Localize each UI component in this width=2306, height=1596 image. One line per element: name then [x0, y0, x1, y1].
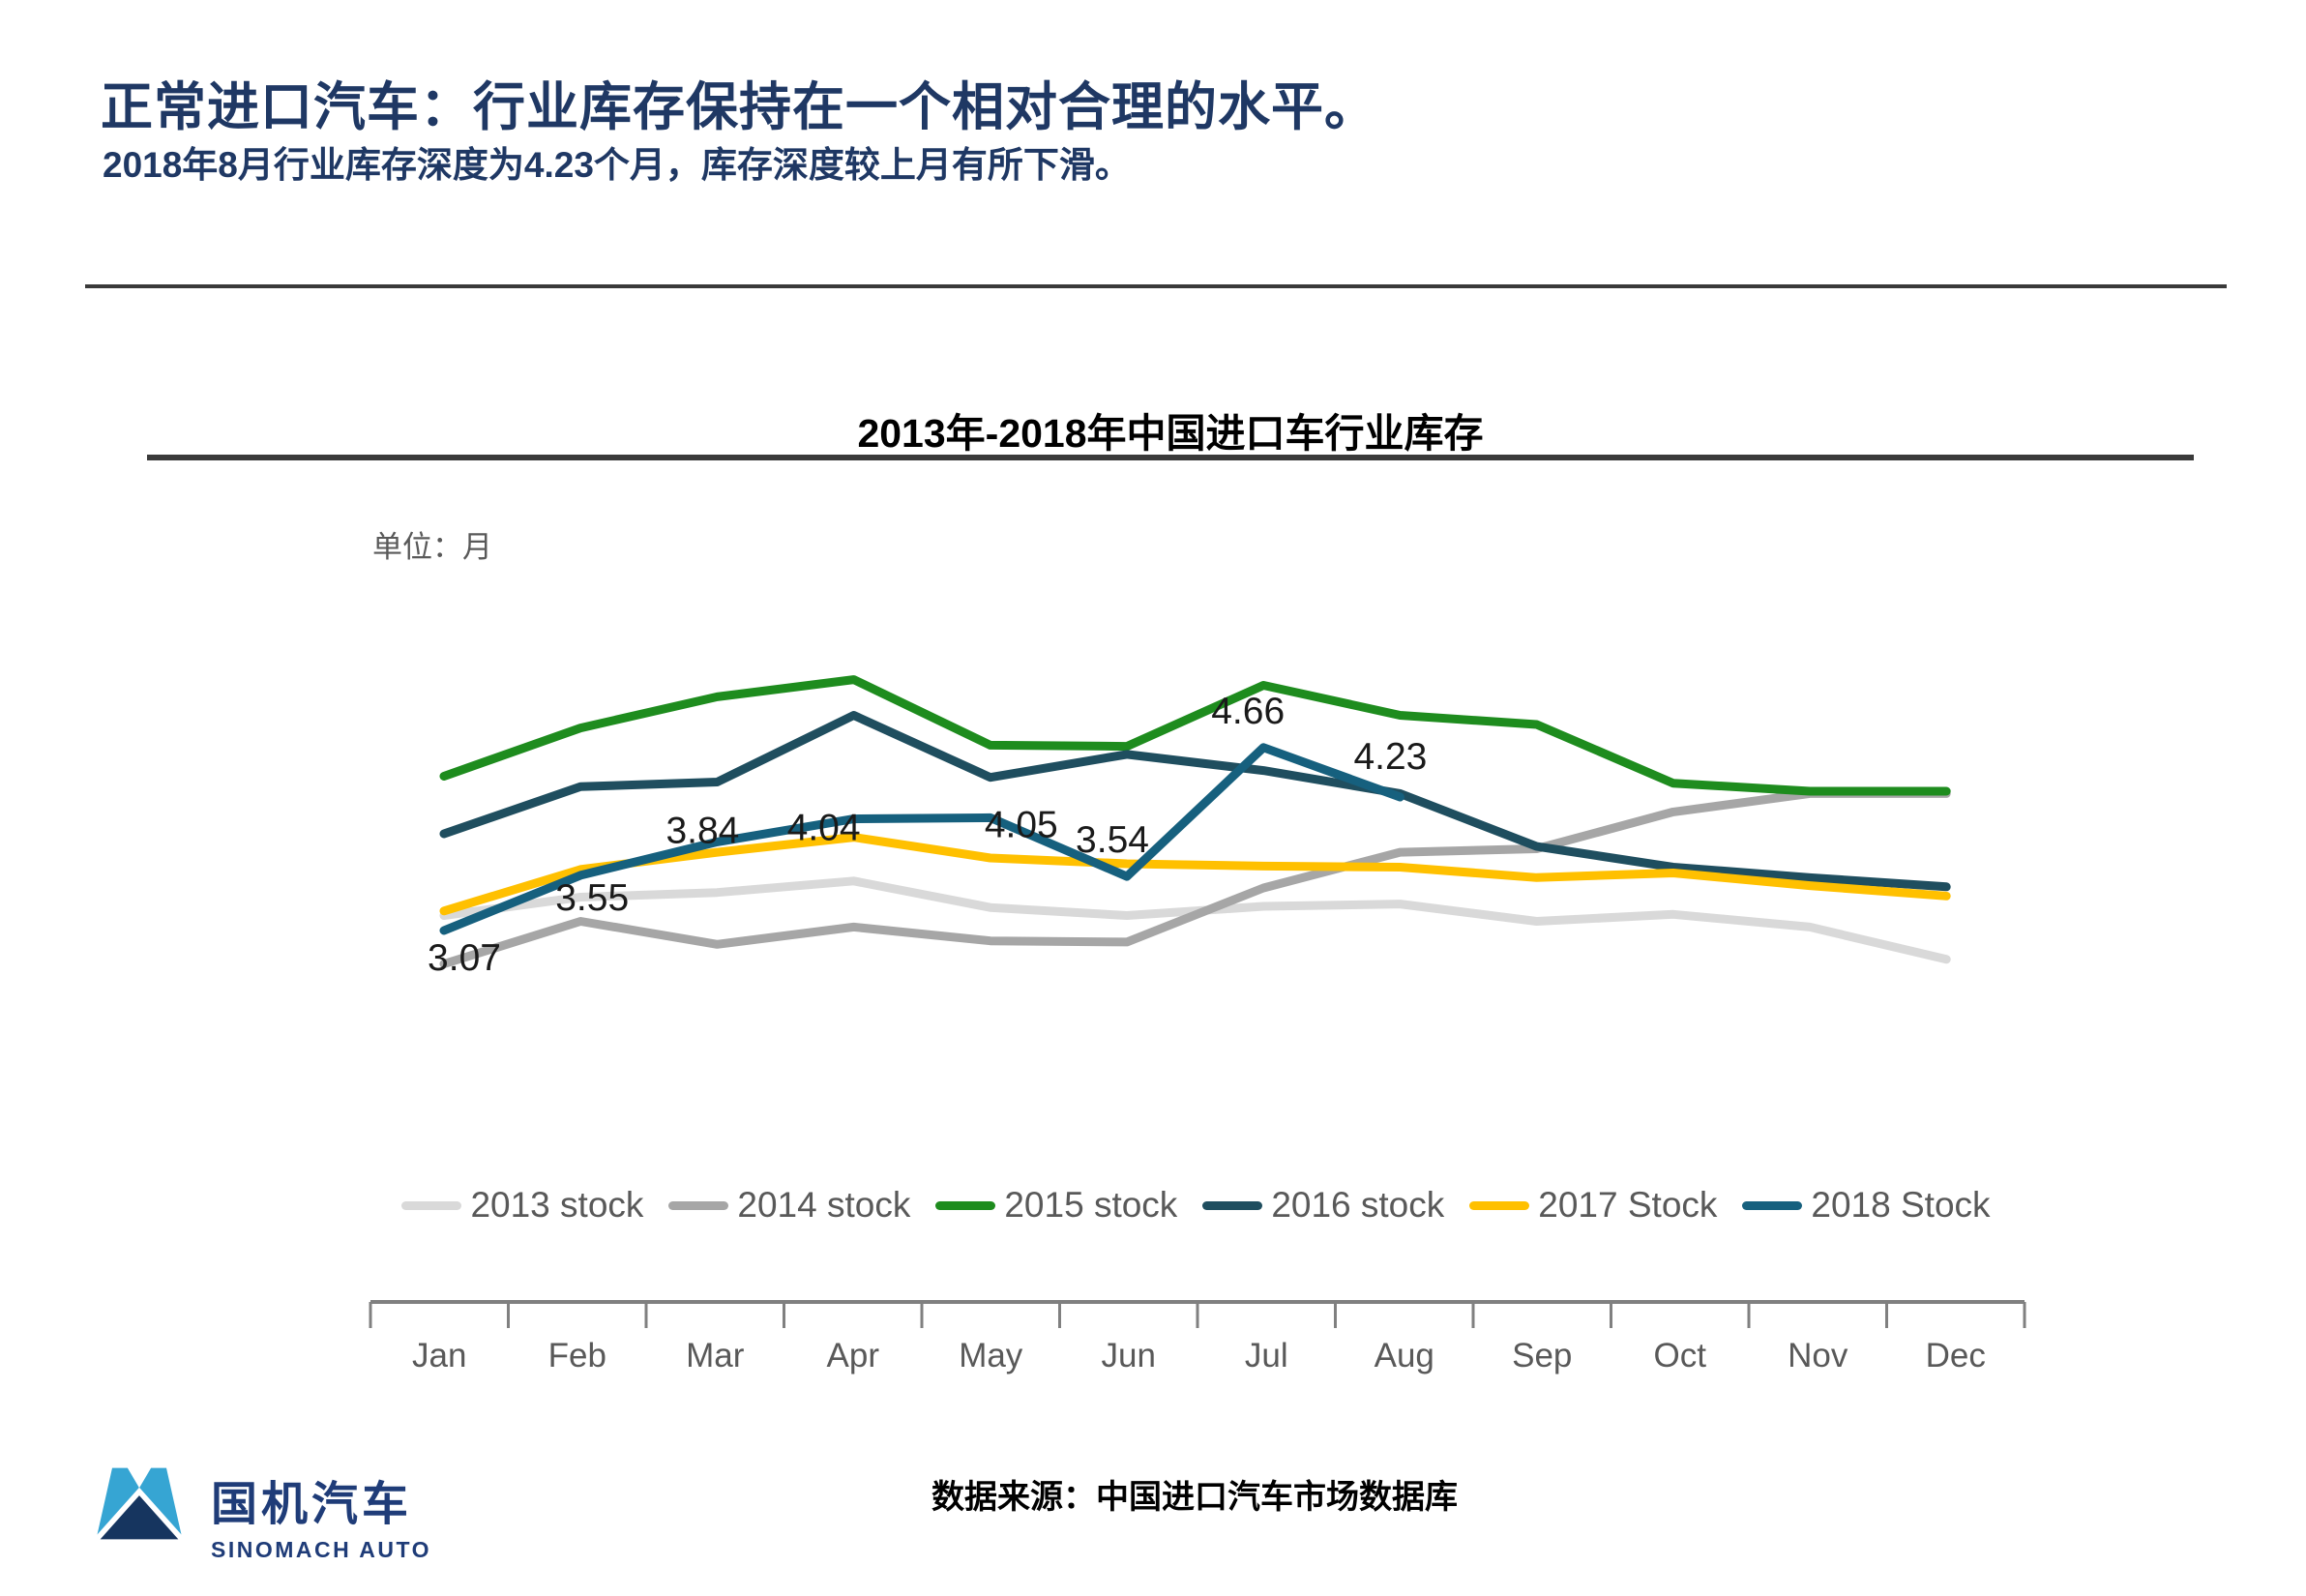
x-axis-label-jan: Jan [412, 1337, 467, 1374]
x-axis-label-mar: Mar [686, 1337, 745, 1374]
legend-label: 2018 Stock [1811, 1185, 1991, 1225]
x-axis-label-apr: Apr [826, 1337, 879, 1374]
x-axis-label-jul: Jul [1244, 1337, 1288, 1374]
unit-label: 单位：月 [372, 530, 492, 564]
x-axis-label-dec: Dec [1925, 1337, 1986, 1374]
x-axis-label-oct: Oct [1653, 1337, 1706, 1374]
x-axis-label-aug: Aug [1374, 1337, 1434, 1374]
legend-item-2013-stock: 2013 stock [401, 1185, 643, 1226]
chart-legend: 2013 stock 2014 stock 2015 stock 2016 stock… [368, 1180, 2025, 1230]
sinomach-logo-icon [88, 1467, 191, 1545]
legend-label: 2013 stock [470, 1185, 644, 1225]
chart-title: 2013年-2018年中国进口车行业库存 [857, 411, 1484, 456]
legend-label: 2014 stock [737, 1185, 911, 1225]
series-line-2015-stock [439, 675, 1951, 796]
data-label: 3.84 [665, 810, 739, 851]
page-title: 正常进口汽车：行业库存保持在一个相对合理的水平。 [101, 78, 1377, 136]
legend-item-2017-stock: 2017 Stock [1469, 1185, 1717, 1226]
series-line-2016-stock [439, 711, 1951, 892]
x-axis-label-feb: Feb [547, 1337, 606, 1374]
legend-item-2015-stock: 2015 stock [935, 1185, 1177, 1226]
data-label: 4.04 [787, 808, 861, 849]
header-divider [85, 284, 2227, 288]
legend-label: 2015 stock [1004, 1185, 1178, 1225]
logo-mountain-front [88, 1487, 191, 1545]
legend-label: 2017 Stock [1538, 1185, 1718, 1225]
x-axis-labels: Jan Feb Mar Apr May Jun Jul Aug Sep Oct Nov Dec [370, 1337, 2025, 1383]
data-label: 4.66 [1211, 691, 1285, 732]
legend-swatch [1469, 1200, 1530, 1210]
legend-label: 2016 stock [1271, 1185, 1445, 1225]
data-label: 3.55 [555, 877, 629, 919]
series-line-2018-stock [439, 743, 1404, 935]
company-logo: 国机汽车 SINOMACH AUTO [85, 1456, 569, 1572]
data-label: 3.54 [1076, 819, 1149, 861]
series-line-2014-stock [439, 788, 1951, 968]
legend-swatch [935, 1200, 996, 1210]
series-line-2017-stock [439, 833, 1951, 916]
chart-title-divider [147, 455, 2194, 460]
x-axis-label-may: May [959, 1337, 1023, 1374]
legend-swatch [1742, 1200, 1803, 1210]
x-axis-label-sep: Sep [1512, 1337, 1573, 1374]
legend-swatch [668, 1200, 729, 1210]
logo-text-en: SINOMACH AUTO [211, 1537, 431, 1562]
legend-item-2016-stock: 2016 stock [1202, 1185, 1444, 1226]
x-axis-label-jun: Jun [1101, 1337, 1156, 1374]
logo-text-cn: 国机汽车 [211, 1479, 413, 1530]
legend-swatch [1202, 1200, 1263, 1210]
page-subtitle: 2018年8月行业库存深度为4.23个月，库存深度较上月有所下滑。 [103, 145, 1131, 185]
legend-item-2018-stock: 2018 Stock [1742, 1185, 1991, 1226]
x-axis-label-nov: Nov [1788, 1337, 1848, 1374]
legend-swatch [401, 1200, 462, 1210]
data-label: 3.07 [428, 937, 501, 979]
legend-item-2014-stock: 2014 stock [668, 1185, 910, 1226]
data-label: 4.05 [985, 804, 1058, 845]
series-line-2013-stock [439, 876, 1951, 964]
data-label: 4.23 [1353, 736, 1427, 778]
data-source-note: 数据来源：中国进口汽车市场数据库 [931, 1479, 1458, 1516]
